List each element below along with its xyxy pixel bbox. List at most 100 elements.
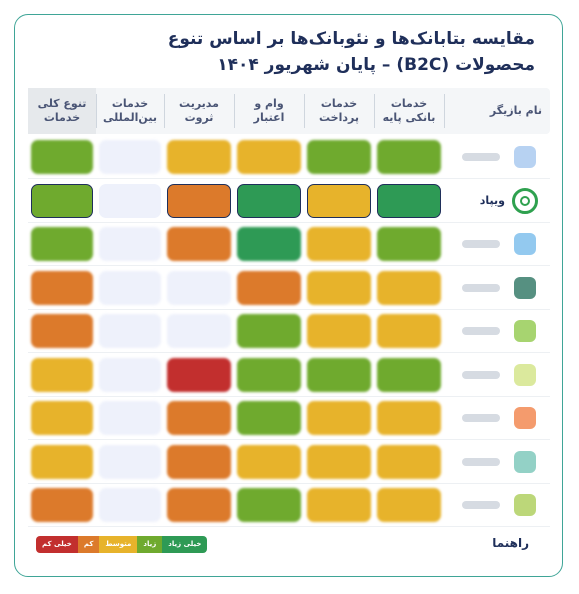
column-header-0: نام بازیگر bbox=[489, 104, 542, 117]
heatmap-cell bbox=[307, 140, 371, 174]
column-header-1: خدمات بانکی پایه bbox=[382, 97, 436, 124]
heatmap-cell bbox=[31, 401, 93, 435]
row-divider bbox=[28, 439, 550, 440]
table-header bbox=[28, 88, 550, 134]
row-name-blurred bbox=[462, 327, 500, 335]
blurred-logo-icon bbox=[514, 494, 536, 516]
blurred-logo-icon bbox=[514, 450, 536, 473]
heatmap-cell bbox=[167, 357, 231, 392]
heatmap-cell bbox=[31, 183, 93, 218]
heatmap-cell bbox=[167, 488, 231, 522]
row-divider bbox=[28, 221, 550, 223]
heatmap-cell bbox=[237, 227, 301, 261]
heatmap-cell bbox=[377, 488, 441, 522]
heatmap-cell bbox=[31, 357, 93, 392]
heatmap-cell bbox=[377, 183, 441, 218]
row-divider bbox=[28, 526, 550, 527]
heatmap-cell bbox=[167, 314, 231, 348]
legend-item: متوسط bbox=[99, 536, 138, 553]
column-separator bbox=[444, 94, 445, 128]
legend-item: خیلی زیاد bbox=[162, 536, 208, 553]
heatmap-cell bbox=[307, 357, 371, 392]
heatmap-cell bbox=[377, 357, 441, 392]
heatmap-cell bbox=[377, 270, 441, 305]
heatmap-cell bbox=[167, 183, 231, 218]
column-header-6: تنوع کلی خدمات bbox=[37, 97, 87, 124]
heatmap-cell bbox=[377, 444, 441, 479]
blurred-logo-icon bbox=[514, 146, 536, 168]
row-divider bbox=[28, 395, 550, 397]
heatmap-cell bbox=[99, 488, 161, 522]
row-name-blurred bbox=[462, 240, 500, 248]
blurred-logo-icon bbox=[514, 276, 536, 299]
row-name-blurred bbox=[462, 370, 500, 379]
legend: خیلی کم کم متوسط زیاد خیلی زیاد bbox=[36, 536, 208, 553]
heatmap-cell bbox=[307, 227, 371, 261]
heatmap-cell bbox=[237, 444, 301, 479]
heatmap-cell bbox=[31, 488, 93, 522]
row-divider bbox=[28, 482, 550, 484]
heatmap-cell bbox=[237, 314, 301, 348]
row-divider bbox=[28, 308, 550, 310]
heatmap-cell bbox=[307, 401, 371, 435]
column-header-2: خدمات پرداخت bbox=[319, 97, 359, 124]
heatmap-cell bbox=[99, 401, 161, 435]
legend-item: زیاد bbox=[137, 536, 163, 553]
heatmap-cell bbox=[31, 140, 93, 174]
heatmap-cell bbox=[307, 270, 371, 305]
heatmap-cell bbox=[167, 401, 231, 435]
blurred-logo-icon bbox=[514, 363, 536, 386]
heatmap-cell bbox=[167, 444, 231, 479]
heatmap-cell bbox=[31, 227, 93, 261]
heatmap-cell bbox=[99, 444, 161, 479]
heatmap-cell bbox=[237, 270, 301, 305]
blurred-logo-icon bbox=[514, 320, 536, 342]
heatmap-cell bbox=[377, 314, 441, 348]
row-divider bbox=[28, 178, 550, 179]
row-name-blurred bbox=[462, 414, 500, 422]
table-header-highlight bbox=[28, 88, 96, 134]
legend-item: خیلی کم bbox=[36, 536, 78, 553]
row-name-blurred bbox=[462, 153, 500, 161]
heatmap-cell bbox=[31, 444, 93, 479]
heatmap-cell bbox=[307, 314, 371, 348]
heatmap-cell bbox=[99, 227, 161, 261]
heatmap-cell bbox=[307, 444, 371, 479]
row-name-blurred bbox=[462, 283, 500, 292]
column-header-5: خدمات بین‌المللی bbox=[103, 97, 157, 124]
heatmap-cell bbox=[99, 314, 161, 348]
heatmap-cell bbox=[31, 314, 93, 348]
heatmap-cell bbox=[237, 140, 301, 174]
blurred-logo-icon bbox=[514, 233, 536, 255]
heatmap-cell bbox=[237, 183, 301, 218]
column-separator bbox=[304, 94, 305, 128]
heatmap-cell bbox=[377, 401, 441, 435]
column-separator bbox=[374, 94, 375, 128]
heatmap-cell bbox=[167, 270, 231, 305]
heatmap-cell bbox=[237, 357, 301, 392]
heatmap-cell bbox=[167, 227, 231, 261]
heatmap-cell bbox=[99, 183, 161, 218]
row-name: ویپاد bbox=[479, 193, 505, 207]
heatmap-cell bbox=[167, 140, 231, 174]
column-separator bbox=[96, 94, 97, 128]
row-divider bbox=[28, 352, 550, 353]
legend-item: کم bbox=[77, 536, 100, 553]
heatmap-cell bbox=[31, 270, 93, 305]
bank-logo-icon bbox=[512, 187, 538, 214]
heatmap-cell bbox=[99, 270, 161, 305]
blurred-logo-icon bbox=[514, 407, 536, 429]
chart-title-line-1: مقایسه بتابانک‌ها و نئوبانک‌ها بر اساس ت… bbox=[167, 29, 535, 49]
row-name-blurred bbox=[462, 501, 500, 509]
column-header-4: مدیریت ثروت bbox=[179, 97, 219, 124]
heatmap-cell bbox=[237, 401, 301, 435]
chart-title-line-2: محصولات (B2C) – پایان شهریور ۱۴۰۴ bbox=[217, 55, 535, 75]
chart-title: مقایسه بتابانک‌ها و نئوبانک‌ها بر اساس ت… bbox=[55, 26, 535, 78]
legend-label: راهنما bbox=[492, 536, 529, 550]
heatmap-cell bbox=[307, 183, 371, 218]
column-header-3: وام و اعتبار bbox=[253, 97, 285, 124]
row-name-blurred bbox=[462, 457, 500, 466]
column-separator bbox=[164, 94, 165, 128]
heatmap-cell bbox=[307, 488, 371, 522]
heatmap-cell bbox=[377, 227, 441, 261]
